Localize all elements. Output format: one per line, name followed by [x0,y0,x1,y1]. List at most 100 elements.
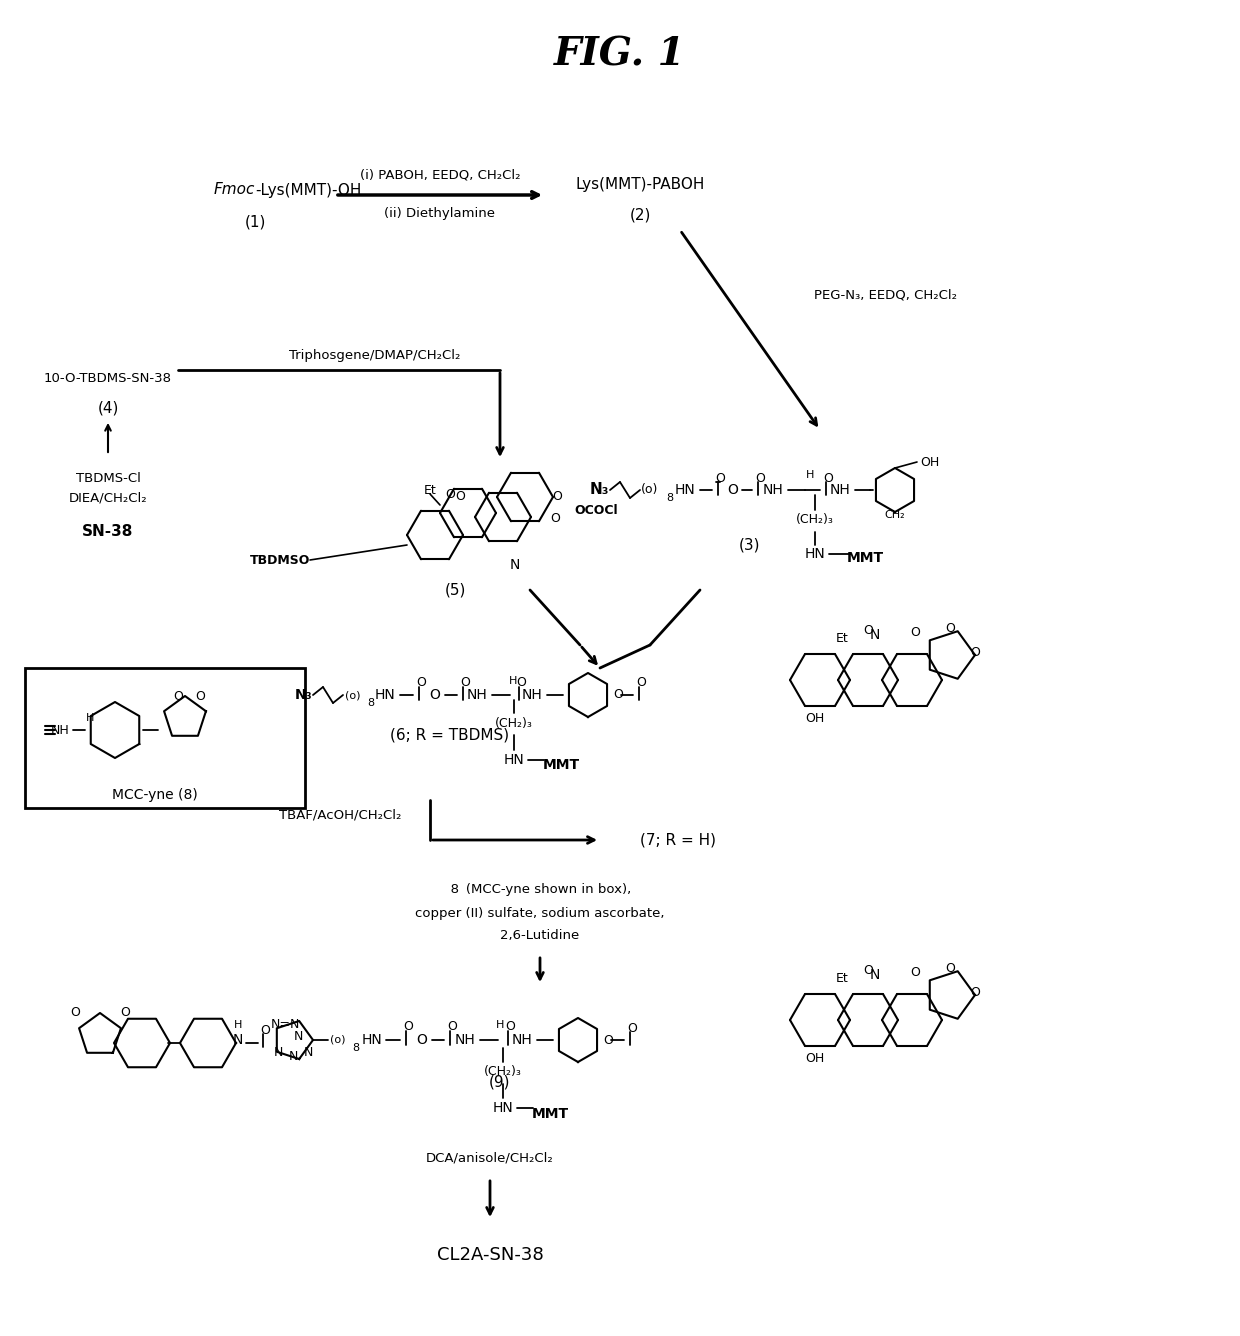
Text: DCA/anisole/CH₂Cl₂: DCA/anisole/CH₂Cl₂ [427,1152,554,1165]
Text: O: O [910,966,920,978]
Text: NH: NH [512,1033,532,1047]
Text: NH: NH [522,688,542,701]
Text: NH: NH [455,1033,475,1047]
Text: O: O [755,472,765,485]
Text: -Lys(MMT)-OH: -Lys(MMT)-OH [255,183,361,198]
Text: NH: NH [830,484,851,497]
Text: 8: 8 [367,697,374,708]
Text: SN-38: SN-38 [82,525,134,540]
Text: (CH₂)₃: (CH₂)₃ [484,1066,522,1078]
Text: HN: HN [675,484,696,497]
Text: (o): (o) [641,484,658,497]
Text: (o): (o) [330,1035,346,1045]
Text: Et: Et [836,632,848,644]
Text: (9): (9) [490,1074,511,1089]
Text: O: O [863,963,873,977]
Text: CL2A-SN-38: CL2A-SN-38 [436,1246,543,1264]
Text: 8: 8 [352,1043,360,1053]
Text: HN: HN [503,754,525,767]
Text: H: H [806,470,815,480]
Text: Triphosgene/DMAP/CH₂Cl₂: Triphosgene/DMAP/CH₂Cl₂ [289,350,461,362]
Text: O: O [516,676,526,689]
Text: Et: Et [836,971,848,985]
Text: N: N [273,1046,283,1059]
Text: NH: NH [763,484,784,497]
Text: H: H [496,1019,505,1030]
Text: (5): (5) [444,582,466,597]
Text: H: H [86,713,94,723]
Text: H: H [508,676,517,685]
Text: N: N [869,628,880,643]
Text: O: O [120,1006,130,1019]
Text: 8  (MCC-yne shown in box),: 8 (MCC-yne shown in box), [449,883,631,896]
Text: H: H [234,1019,242,1030]
Text: FIG. 1: FIG. 1 [554,36,686,73]
Text: 2,6-Lutidine: 2,6-Lutidine [501,930,579,942]
Text: 8: 8 [666,493,673,502]
Text: NH: NH [466,688,487,701]
Text: (2): (2) [630,207,651,223]
Text: (4): (4) [97,401,119,415]
Text: N: N [289,1050,298,1063]
Text: TBDMSO: TBDMSO [249,553,310,566]
Text: O: O [505,1021,515,1034]
Text: O: O [945,962,955,974]
Text: O: O [429,688,440,701]
Text: N₃: N₃ [295,688,312,701]
Text: N: N [510,558,521,572]
Text: O: O [728,484,739,497]
Text: 10-O-TBDMS-SN-38: 10-O-TBDMS-SN-38 [43,371,172,385]
Text: O: O [460,676,470,689]
Text: O: O [603,1034,613,1046]
Text: (CH₂)₃: (CH₂)₃ [796,513,835,526]
Text: TBAF/AcOH/CH₂Cl₂: TBAF/AcOH/CH₂Cl₂ [279,808,402,822]
Text: O: O [552,490,562,504]
Text: CH₂: CH₂ [884,510,905,520]
Text: O: O [417,676,425,689]
Text: OH: OH [920,456,939,469]
Text: O: O [195,691,205,704]
Text: (1): (1) [244,215,265,230]
Text: (i) PABOH, EEDQ, CH₂Cl₂: (i) PABOH, EEDQ, CH₂Cl₂ [360,168,521,182]
Text: TBDMS-Cl: TBDMS-Cl [76,472,140,485]
Text: O: O [627,1022,637,1034]
Text: O: O [417,1033,428,1047]
Text: Fmoc: Fmoc [213,183,255,198]
Text: O: O [448,1021,456,1034]
Text: HN: HN [362,1033,382,1047]
Text: NH: NH [51,724,69,736]
Text: DIEA/CH₂Cl₂: DIEA/CH₂Cl₂ [68,492,148,505]
Text: O: O [970,645,980,659]
Text: N: N [869,969,880,982]
Text: O: O [260,1023,270,1037]
Text: OH: OH [805,1051,825,1065]
Text: MCC-yne (8): MCC-yne (8) [112,788,198,802]
Text: O: O [455,490,465,504]
Text: N: N [294,1030,303,1043]
Text: O: O [863,624,873,636]
Text: (7; R = H): (7; R = H) [640,832,715,847]
Text: MMT: MMT [532,1108,569,1121]
Text: O: O [910,625,920,639]
Text: Lys(MMT)-PABOH: Lys(MMT)-PABOH [575,178,704,192]
Text: MMT: MMT [542,758,579,772]
Text: O: O [636,676,646,689]
Text: O: O [71,1006,79,1019]
Text: O: O [551,512,560,525]
Text: (o): (o) [345,689,361,700]
Text: O: O [445,489,455,501]
Bar [25,668,305,808]
Text: (ii) Diethylamine: (ii) Diethylamine [384,207,496,219]
Text: OCOCl: OCOCl [574,504,618,517]
Text: (6; R = TBDMS): (6; R = TBDMS) [391,728,510,743]
Text: HN: HN [492,1101,513,1116]
Text: Et: Et [424,484,436,497]
Text: PEG-N₃, EEDQ, CH₂Cl₂: PEG-N₃, EEDQ, CH₂Cl₂ [813,289,956,302]
Text: OH: OH [805,712,825,724]
Text: (CH₂)₃: (CH₂)₃ [495,716,533,729]
Text: O: O [715,472,725,485]
Text: O: O [613,688,622,701]
Text: N=N: N=N [270,1018,300,1031]
Text: O: O [970,986,980,998]
Text: (3): (3) [739,537,761,553]
